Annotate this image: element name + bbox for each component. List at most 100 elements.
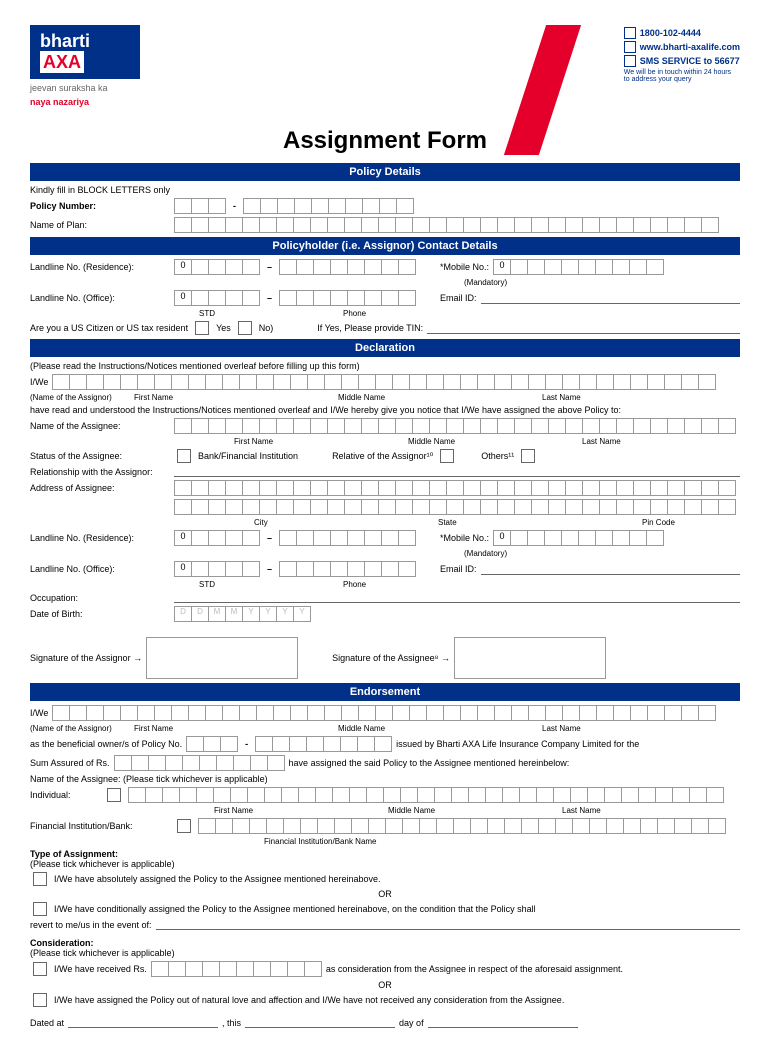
revert-input[interactable] [156, 919, 740, 930]
landline-res-std[interactable]: 0 [174, 259, 260, 275]
occupation-label: Occupation: [30, 593, 170, 603]
fi-input[interactable] [198, 818, 726, 834]
phone-sublabel: Phone [343, 309, 366, 318]
plan-label: Name of Plan: [30, 220, 170, 230]
section-contact: Policyholder (i.e. Assignor) Contact Det… [30, 237, 740, 255]
abs-checkbox[interactable] [33, 872, 47, 886]
tick2: (Please tick whichever is applicable) [30, 948, 740, 958]
plan-input[interactable] [174, 217, 719, 233]
decl-intro: (Please read the Instructions/Notices me… [30, 361, 740, 371]
sig-assignor-box[interactable] [146, 637, 298, 679]
instruction: Kindly fill in BLOCK LETTERS only [30, 185, 740, 195]
web-icon [624, 41, 636, 53]
dayof-input[interactable] [428, 1017, 578, 1028]
received-label: I/We have received Rs. [54, 964, 147, 974]
end-assignee-label: Name of the Assignee: (Please tick which… [30, 774, 740, 784]
address-input2[interactable] [174, 499, 736, 515]
relationship-input[interactable] [174, 466, 740, 477]
landline-res-label: Landline No. (Residence): [30, 262, 170, 272]
mandatory-label: (Mandatory) [464, 278, 507, 287]
landline-off-std[interactable]: 0 [174, 290, 260, 306]
tin-input[interactable] [427, 323, 740, 334]
individual-checkbox[interactable] [107, 788, 121, 802]
section-policy: Policy Details [30, 163, 740, 181]
assignor-name-input[interactable] [52, 374, 716, 390]
decl-landline-res-std[interactable]: 0 [174, 530, 260, 546]
sig-assignee-label: Signature of the Assignee⁸ → [332, 653, 450, 663]
sms-icon [624, 55, 636, 67]
revert-label: revert to me/us in the event of: [30, 920, 152, 930]
dated-label: Dated at [30, 1018, 64, 1028]
tick-label: (Please tick whichever is applicable) [30, 859, 740, 869]
decl-landline-off-std[interactable]: 0 [174, 561, 260, 577]
type-label: Type of Assignment: [30, 849, 740, 859]
email-input[interactable] [481, 293, 740, 304]
email-label: Email ID: [440, 293, 477, 303]
fi-label: Financial Institution/Bank: [30, 821, 170, 831]
this-label: , this [222, 1018, 241, 1028]
cond-checkbox[interactable] [33, 902, 47, 916]
or2: OR [30, 980, 740, 990]
policy-no-input2[interactable] [255, 736, 392, 752]
yes-checkbox[interactable] [195, 321, 209, 335]
phone-icon [624, 27, 636, 39]
address-input[interactable] [174, 480, 736, 496]
section-endorsement: Endorsement [30, 683, 740, 701]
issued-label: issued by Bharti AXA Life Insurance Comp… [396, 739, 639, 749]
status-label: Status of the Assignee: [30, 451, 170, 461]
abs-text: I/We have absolutely assigned the Policy… [54, 874, 381, 884]
assignee-label: Name of the Assignee: [30, 421, 170, 431]
dob-input[interactable]: DDMMYYYY [174, 606, 311, 622]
cond-text: I/We have conditionally assigned the Pol… [54, 904, 536, 914]
consideration-label: Consideration: [30, 938, 740, 948]
decl-landline-off-num[interactable] [279, 561, 416, 577]
dayof-label: day of [399, 1018, 424, 1028]
no-checkbox[interactable] [238, 321, 252, 335]
assignee-name-input[interactable] [174, 418, 736, 434]
logo: bharti AXA jeevan suraksha ka naya nazar… [30, 25, 140, 107]
occupation-input[interactable] [174, 592, 740, 603]
sig-assignee-box[interactable] [454, 637, 606, 679]
mobile-input[interactable]: 0 [493, 259, 664, 275]
landline-off-label: Landline No. (Office): [30, 293, 170, 303]
love-checkbox[interactable] [33, 993, 47, 1007]
end-name-input[interactable] [52, 705, 716, 721]
section-declaration: Declaration [30, 339, 740, 357]
policy-no-input[interactable] [186, 736, 238, 752]
decl-email-input[interactable] [481, 564, 740, 575]
sig-assignor-label: Signature of the Assignor → [30, 653, 142, 663]
end-iwe: I/We [30, 708, 48, 718]
received-input[interactable] [151, 961, 322, 977]
read-text: have read and understood the Instruction… [30, 405, 740, 415]
received2-label: as consideration from the Assignee in re… [326, 964, 623, 974]
form-title: Assignment Form [30, 127, 740, 155]
landline-off-num[interactable] [279, 290, 416, 306]
decl-mobile: *Mobile No.: [440, 533, 489, 543]
dated-at-input[interactable] [68, 1017, 218, 1028]
decl-landline-off: Landline No. (Office): [30, 564, 170, 574]
fi-checkbox[interactable] [177, 819, 191, 833]
sum-label: Sum Assured of Rs. [30, 758, 110, 768]
policy-number-input[interactable] [174, 198, 226, 214]
received-checkbox[interactable] [33, 962, 47, 976]
love-text: I/We have assigned the Policy out of nat… [54, 995, 564, 1005]
policy-number-label: Policy Number: [30, 201, 170, 211]
bank-checkbox[interactable] [177, 449, 191, 463]
landline-res-num[interactable] [279, 259, 416, 275]
mobile-label: *Mobile No.: [440, 262, 489, 272]
us-label: Are you a US Citizen or US tax resident [30, 323, 188, 333]
relative-checkbox[interactable] [440, 449, 454, 463]
this-input[interactable] [245, 1017, 395, 1028]
individual-input[interactable] [128, 787, 724, 803]
policy-number-input2[interactable] [243, 198, 414, 214]
decl-landline-res-num[interactable] [279, 530, 416, 546]
contact-block: 1800-102-4444 www.bharti-axalife.com SMS… [624, 25, 740, 107]
decl-mobile-input[interactable]: 0 [493, 530, 664, 546]
beneficial-label: as the beneficial owner/s of Policy No. [30, 739, 182, 749]
tin-label: If Yes, Please provide TIN: [317, 323, 423, 333]
address-label: Address of Assignee: [30, 483, 170, 493]
relationship-label: Relationship with the Assignor: [30, 467, 170, 477]
others-checkbox[interactable] [521, 449, 535, 463]
std-sublabel: STD [199, 309, 215, 318]
sum-input[interactable] [114, 755, 285, 771]
